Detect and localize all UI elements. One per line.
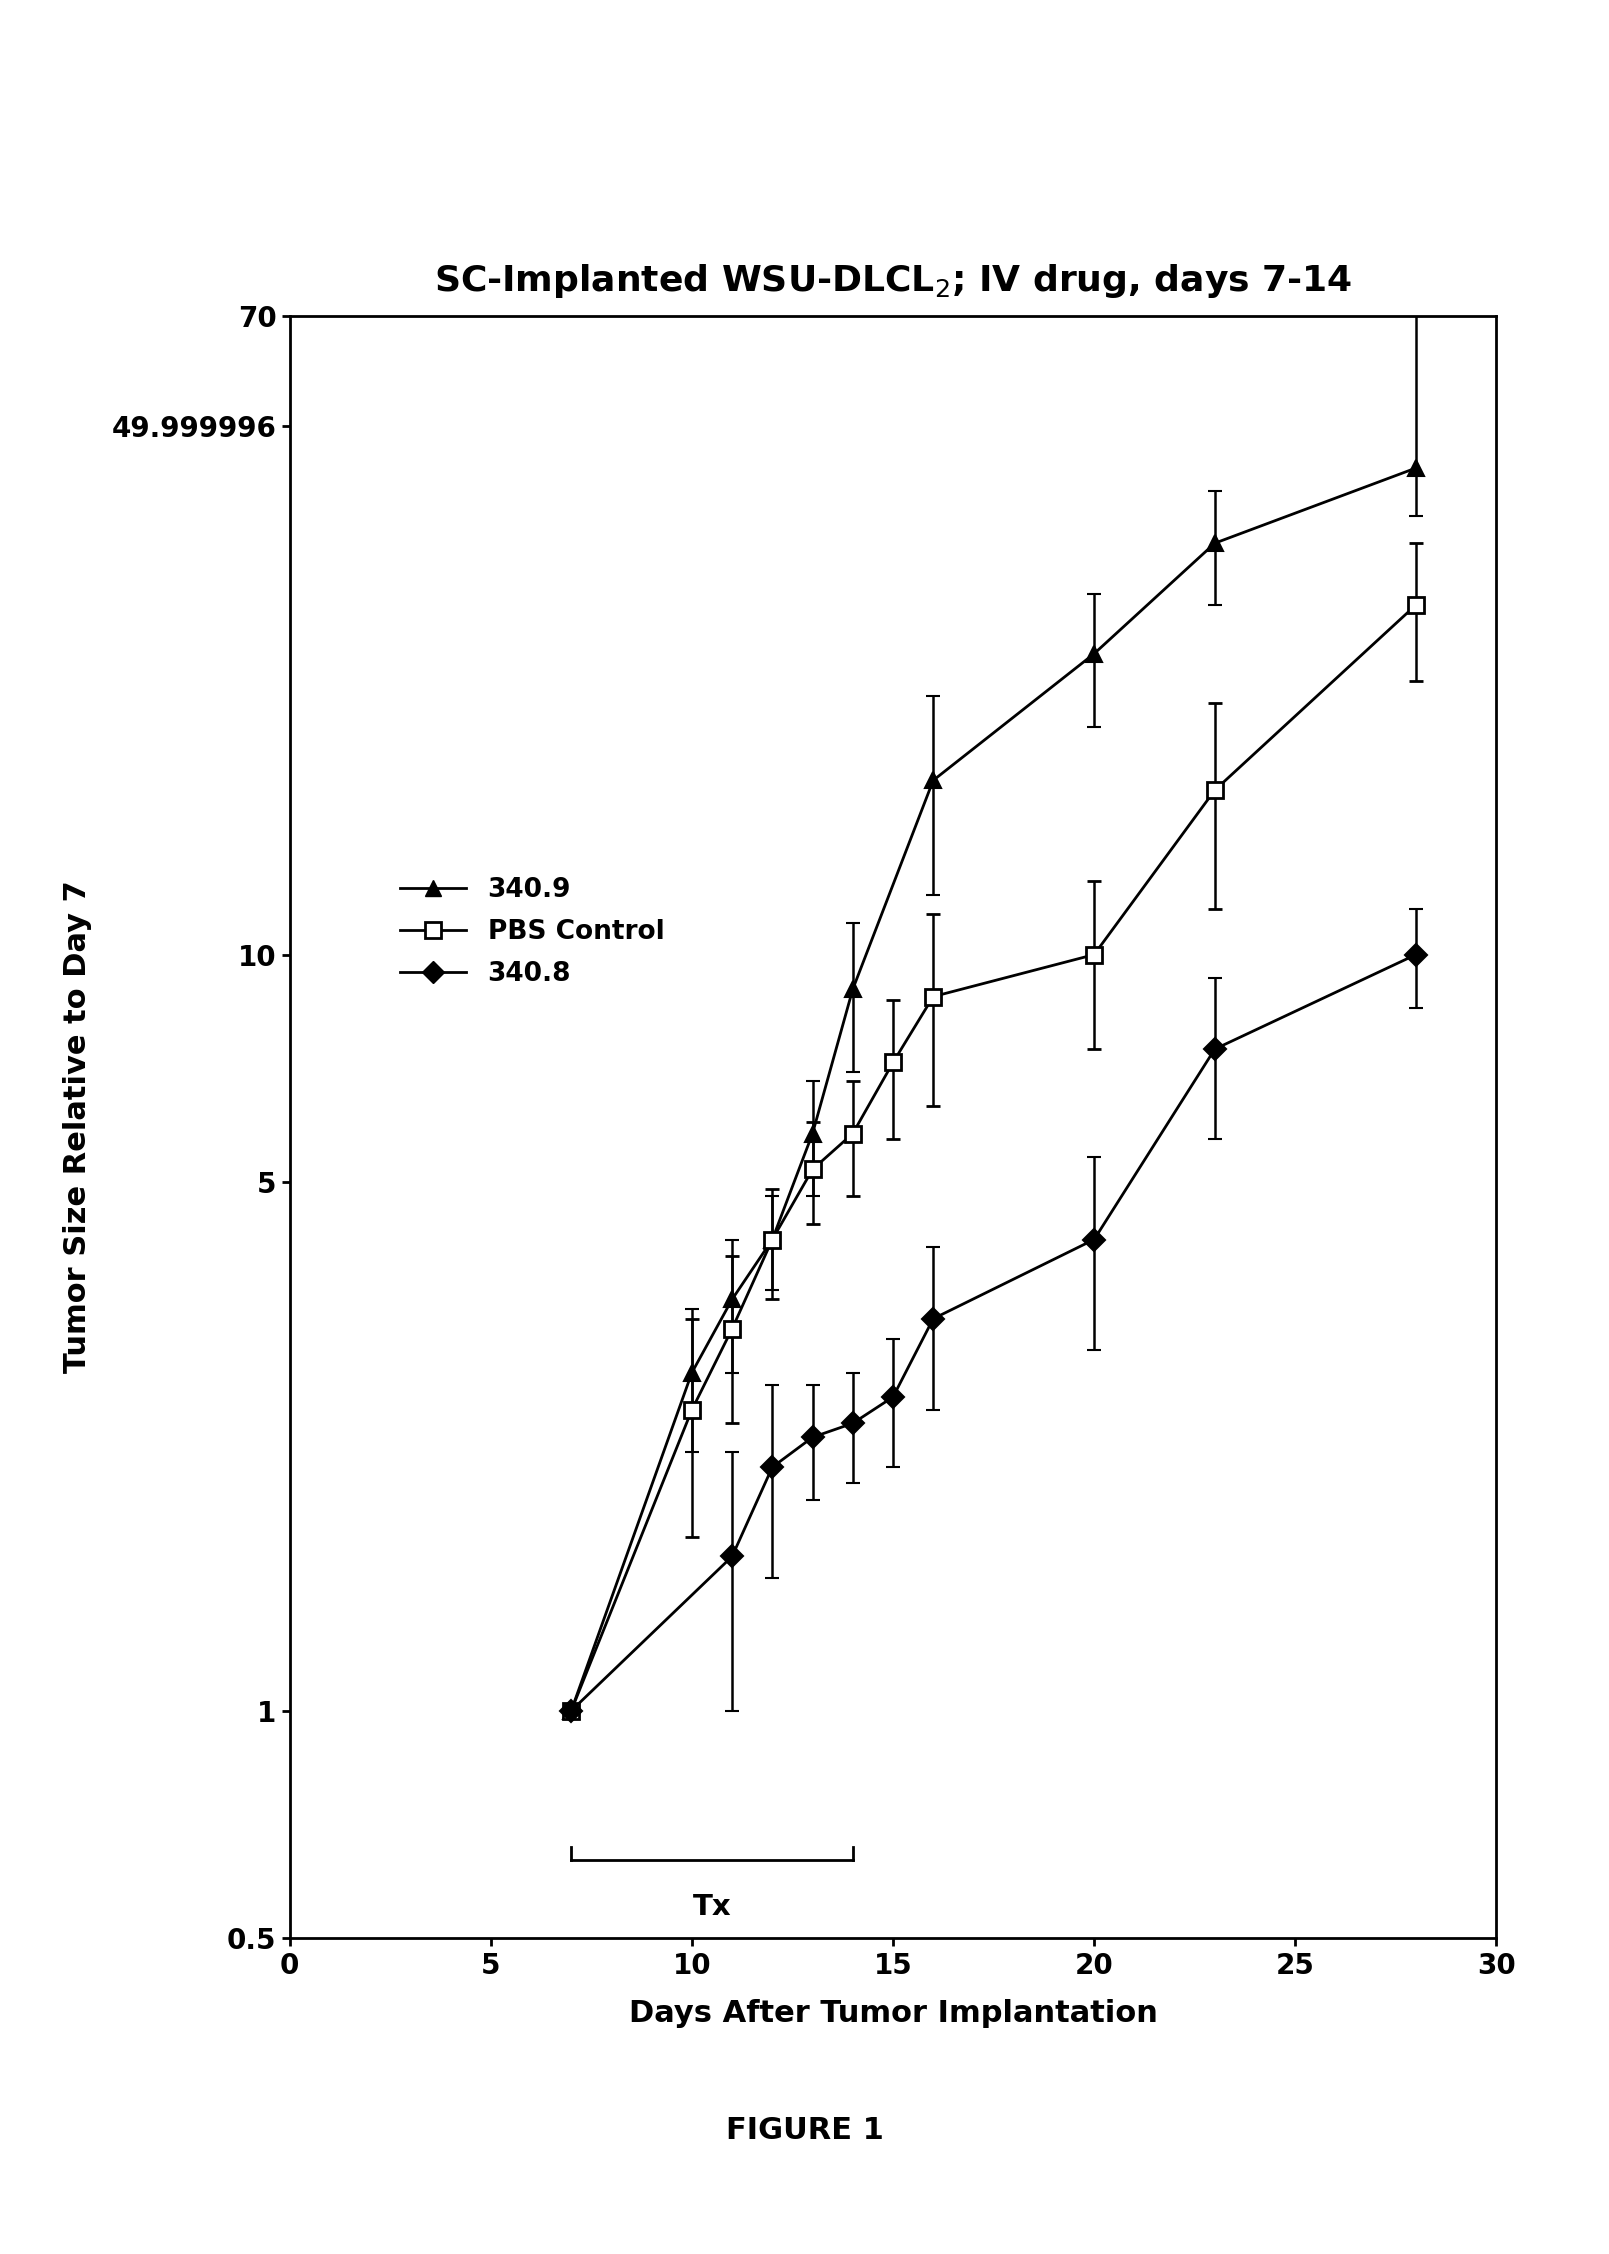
Y-axis label: Tumor Size Relative to Day 7: Tumor Size Relative to Day 7 — [63, 881, 92, 1373]
Text: Tx: Tx — [692, 1893, 732, 1920]
X-axis label: Days After Tumor Implantation: Days After Tumor Implantation — [629, 1999, 1157, 2029]
Title: SC-Implanted WSU-DLCL$_2$; IV drug, days 7-14: SC-Implanted WSU-DLCL$_2$; IV drug, days… — [434, 261, 1352, 300]
Text: FIGURE 1: FIGURE 1 — [726, 2117, 883, 2144]
Legend: 340.9, PBS Control, 340.8: 340.9, PBS Control, 340.8 — [388, 863, 677, 1001]
